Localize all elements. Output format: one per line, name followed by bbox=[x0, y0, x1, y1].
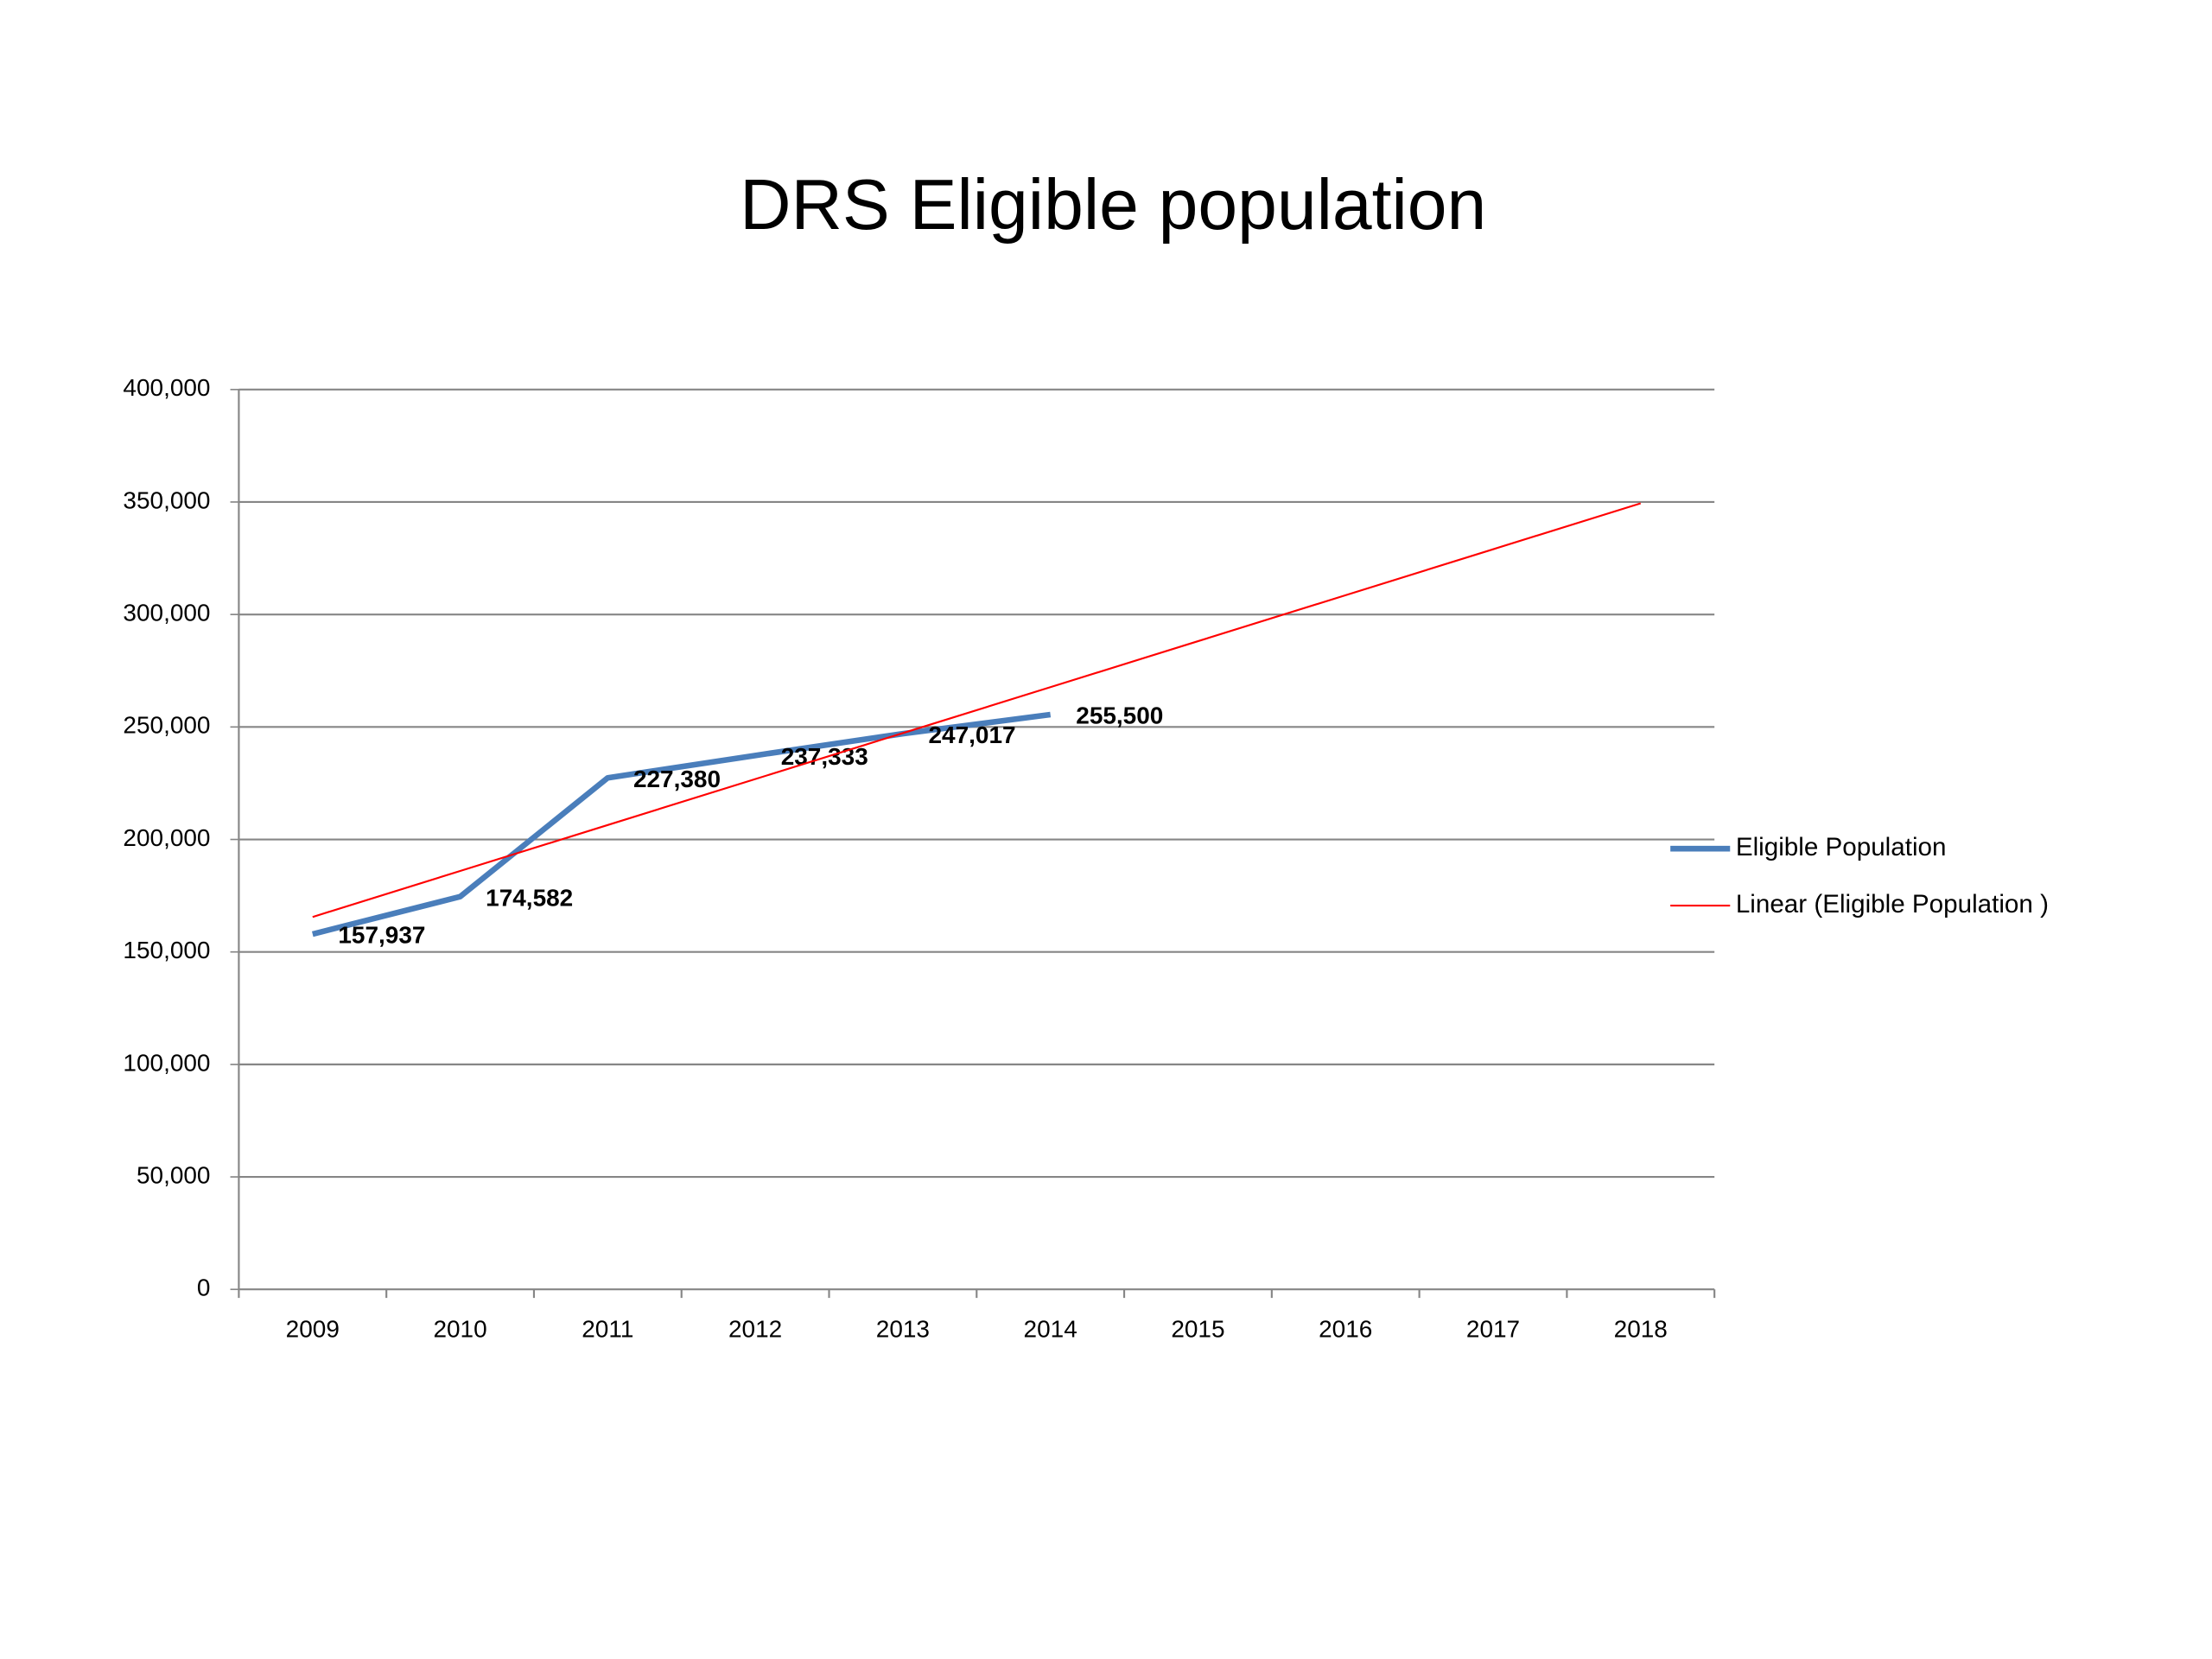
y-tick-label: 300,000 bbox=[123, 600, 210, 626]
x-tick-label: 2010 bbox=[433, 1315, 486, 1342]
x-tick-label: 2015 bbox=[1171, 1315, 1224, 1342]
x-tick-label: 2011 bbox=[582, 1315, 633, 1342]
x-tick-label: 2014 bbox=[1024, 1315, 1077, 1342]
y-tick-label: 250,000 bbox=[123, 712, 210, 739]
legend-label: Eligible Population bbox=[1736, 833, 1947, 861]
x-tick-label: 2018 bbox=[1614, 1315, 1668, 1342]
y-tick-label: 50,000 bbox=[137, 1161, 210, 1188]
x-tick-label: 2012 bbox=[728, 1315, 782, 1342]
data-label: 247,017 bbox=[929, 721, 1016, 748]
chart-title: DRS Eligible population bbox=[740, 166, 1486, 245]
series-line bbox=[311, 711, 1052, 938]
data-label: 157,937 bbox=[338, 922, 425, 949]
x-tick-label: 2016 bbox=[1319, 1315, 1372, 1342]
legend-label: Linear (Eligible Population ) bbox=[1736, 890, 2049, 918]
data-label: 227,380 bbox=[633, 766, 721, 792]
y-tick-label: 350,000 bbox=[123, 486, 210, 513]
series-line bbox=[312, 502, 1642, 918]
x-tick-label: 2009 bbox=[286, 1315, 340, 1342]
x-tick-label: 2017 bbox=[1466, 1315, 1520, 1342]
y-tick-label: 200,000 bbox=[123, 824, 210, 851]
y-tick-label: 150,000 bbox=[123, 937, 210, 963]
data-label: 255,500 bbox=[1076, 702, 1163, 729]
y-tick-label: 100,000 bbox=[123, 1049, 210, 1076]
x-tick-label: 2013 bbox=[876, 1315, 930, 1342]
y-tick-label: 0 bbox=[197, 1274, 211, 1301]
data-label: 174,582 bbox=[486, 884, 573, 911]
y-tick-label: 400,000 bbox=[123, 374, 210, 401]
